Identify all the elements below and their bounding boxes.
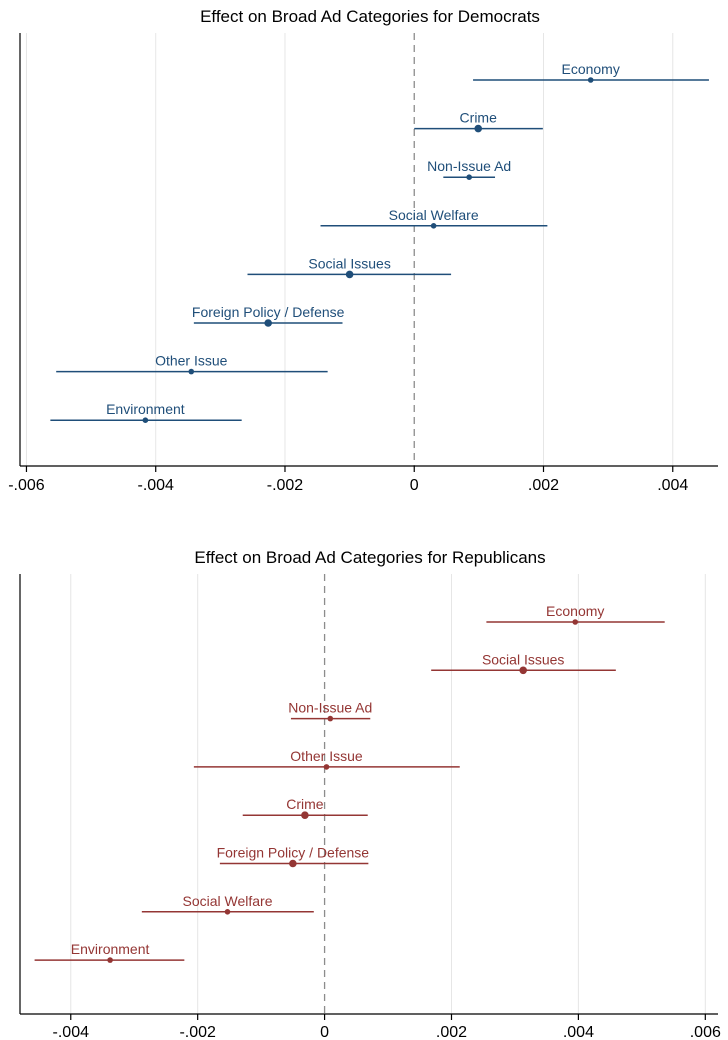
chart-title-democrats: Effect on Broad Ad Categories for Democr…: [200, 7, 540, 26]
democrats-x-tick-label-1: -.004: [137, 477, 174, 494]
democrats-x-tick-label-0: -.006: [8, 477, 45, 494]
democrats-point-label-social-welfare: Social Welfare: [389, 207, 479, 223]
democrats-estimate-point-economy: [587, 77, 594, 83]
republicans-estimate-point-non-issue-ad: [327, 715, 334, 722]
democrats-estimate-point-social-welfare: [430, 223, 437, 229]
democrats-x-tick-label-2: -.002: [267, 477, 304, 494]
republicans-point-label-environment: Environment: [71, 941, 150, 957]
republicans-point-label-other-issue: Other Issue: [290, 748, 363, 764]
republicans-point-label-economy: Economy: [546, 603, 604, 619]
republicans-point-label-social-welfare: Social Welfare: [182, 893, 272, 909]
republicans-point-label-non-issue-ad: Non-Issue Ad: [288, 700, 372, 716]
republicans-point-label-crime: Crime: [286, 796, 324, 812]
republicans-estimate-point-social-welfare: [224, 909, 231, 915]
republicans-estimate-point-social-issues: [519, 666, 527, 675]
democrats-estimate-point-environment: [142, 417, 149, 424]
democrats-point-label-environment: Environment: [106, 401, 185, 417]
democrats-estimate-point-social-issues: [345, 270, 354, 279]
democrats-estimate-point-non-issue-ad: [466, 174, 472, 180]
democrats-panel: Effect on Broad Ad Categories for Democr…: [8, 7, 718, 494]
democrats-point-label-economy: Economy: [561, 61, 619, 77]
republicans-x-tick-label-1: -.002: [179, 1024, 216, 1040]
republicans-x-tick-label-5: .006: [690, 1024, 721, 1040]
republicans-x-tick-label-4: .004: [563, 1024, 594, 1040]
democrats-estimate-point-crime: [474, 124, 483, 133]
democrats-point-label-non-issue-ad: Non-Issue Ad: [427, 158, 511, 174]
republicans-estimate-point-crime: [301, 811, 309, 819]
republicans-estimate-point-economy: [572, 619, 579, 625]
democrats-point-label-other-issue: Other Issue: [155, 353, 228, 369]
republicans-x-tick-label-2: 0: [320, 1024, 329, 1040]
democrats-x-tick-label-5: .004: [657, 477, 688, 494]
democrats-x-tick-label-3: 0: [410, 477, 419, 494]
chart-title-republicans: Effect on Broad Ad Categories for Republ…: [194, 548, 545, 567]
republicans-point-label-social-issues: Social Issues: [482, 651, 564, 667]
democrats-x-tick-label-4: .002: [528, 477, 559, 494]
republicans-panel: Effect on Broad Ad Categories for Republ…: [19, 548, 721, 1040]
republicans-x-tick-label-0: -.004: [53, 1024, 90, 1040]
democrats-estimate-point-foreign-policy-defense: [264, 319, 272, 327]
republicans-estimate-point-foreign-policy-defense: [289, 859, 297, 868]
republicans-x-tick-label-3: .002: [436, 1024, 467, 1040]
democrats-point-label-foreign-policy-defense: Foreign Policy / Defense: [192, 304, 345, 320]
democrats-point-label-social-issues: Social Issues: [308, 255, 390, 271]
democrats-point-label-crime: Crime: [460, 110, 498, 126]
republicans-estimate-point-other-issue: [323, 764, 330, 770]
republicans-point-label-foreign-policy-defense: Foreign Policy / Defense: [217, 845, 370, 861]
democrats-estimate-point-other-issue: [188, 368, 195, 375]
republicans-estimate-point-environment: [107, 957, 113, 963]
